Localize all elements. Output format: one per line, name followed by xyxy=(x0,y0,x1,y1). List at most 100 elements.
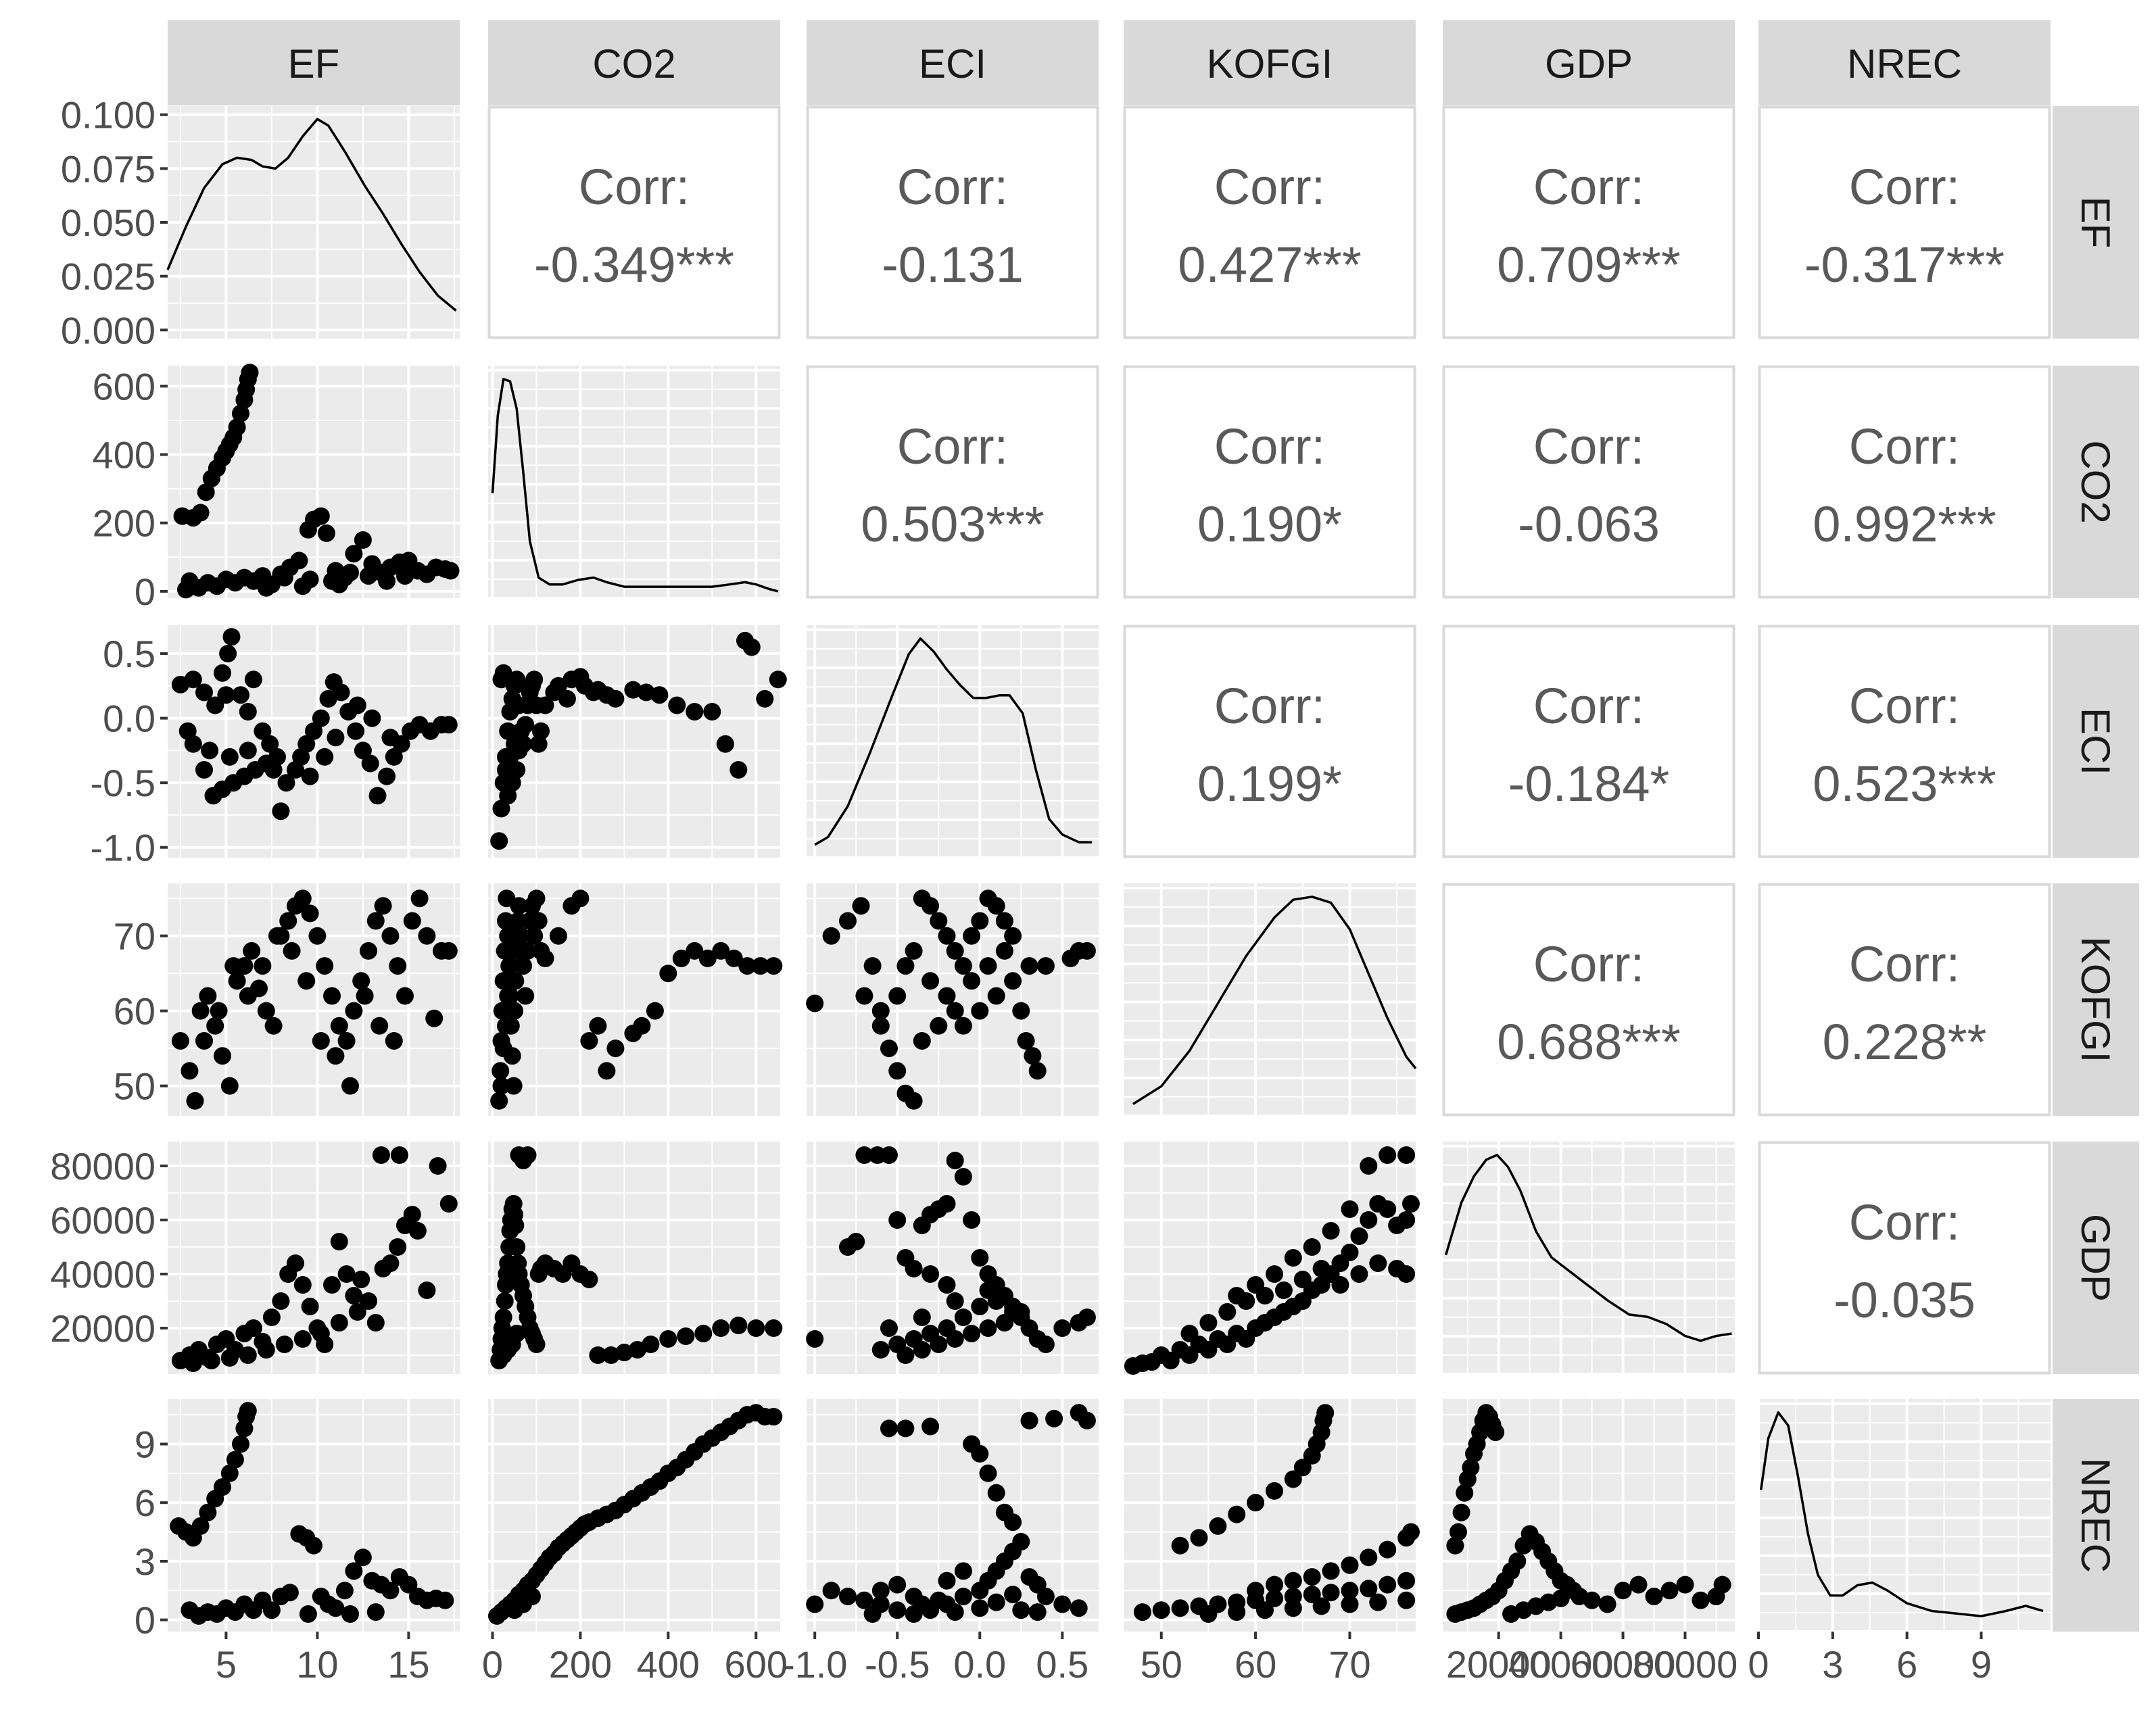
scatter-point xyxy=(372,1146,390,1164)
panel-gdp-eci xyxy=(806,1142,1099,1374)
scatter-point xyxy=(1237,1292,1255,1310)
corr-panel-bg xyxy=(1758,883,2051,1117)
scatter-point xyxy=(390,1146,408,1164)
scatter-point xyxy=(896,1419,915,1438)
strip-top-gdp xyxy=(1443,20,1735,105)
scatter-point xyxy=(503,927,521,945)
scatter-point xyxy=(1284,1249,1302,1267)
scatter-point xyxy=(504,1077,523,1095)
panel-kofgi-ef xyxy=(168,883,460,1116)
x-tick-label: 400 xyxy=(637,1643,700,1686)
scatter-point xyxy=(1293,1459,1312,1477)
scatter-point xyxy=(1209,1517,1227,1535)
scatter-point xyxy=(545,683,563,702)
corr-panel-bg xyxy=(1442,883,1735,1117)
scatter-point xyxy=(341,564,359,582)
scatter-point xyxy=(1446,1536,1464,1555)
panel-gdp-gdp xyxy=(1443,1142,1735,1375)
scatter-point xyxy=(888,1575,907,1594)
scatter-point xyxy=(352,1271,370,1288)
scatter-point xyxy=(677,1327,695,1345)
scatter-point xyxy=(1660,1582,1679,1600)
scatter-point xyxy=(244,670,262,689)
scatter-point xyxy=(506,1002,523,1020)
corr-value: -0.063 xyxy=(1518,496,1660,552)
scatter-point xyxy=(337,1265,356,1283)
scatter-point xyxy=(224,957,243,975)
scatter-point xyxy=(1024,1047,1042,1065)
x-tick-label: -1.0 xyxy=(782,1643,848,1686)
panel-ef-gdp: Corr: 0.709*** xyxy=(1442,105,1735,339)
scatter-point xyxy=(1583,1591,1601,1609)
scatter-point xyxy=(921,1265,940,1283)
scatter-point xyxy=(712,942,730,960)
scatter-point xyxy=(261,735,279,753)
scatter-point xyxy=(264,761,283,779)
panel-bg xyxy=(1124,883,1416,1116)
column-strips: EF CO2 ECI KOFGI GDP NREC xyxy=(168,20,2051,105)
scatter-point xyxy=(1012,1002,1030,1020)
scatter-point xyxy=(971,912,989,930)
scatter-point xyxy=(354,1548,372,1567)
scatter-point xyxy=(275,1336,293,1353)
scatter-point xyxy=(1350,1265,1368,1283)
scatter-point xyxy=(615,1344,633,1361)
bottom-axis-ticks: 5 10 15 0 200 400 600-1.0 -0.5 0.0 0.5 50 60 70 20000… xyxy=(216,1632,1992,1686)
corr-label: Corr: xyxy=(1849,936,1960,992)
scatter-point xyxy=(938,927,956,945)
scatter-point xyxy=(979,1319,997,1337)
scatter-point xyxy=(202,1352,220,1369)
scatter-point xyxy=(971,1444,989,1463)
scatter-point xyxy=(510,897,528,915)
scatter-point xyxy=(283,942,301,960)
scatter-point xyxy=(1020,1411,1038,1430)
panel-eci-ef xyxy=(168,625,460,858)
scatter-point xyxy=(228,972,246,990)
scatter-point xyxy=(852,897,870,915)
density-curve-nrec xyxy=(1759,1411,2044,1617)
scatter-point xyxy=(345,545,363,563)
scatter-point xyxy=(301,904,319,923)
scatter-point xyxy=(580,1271,598,1288)
corr-label: Corr: xyxy=(579,159,690,215)
scatter-point xyxy=(589,681,607,699)
scatter-point xyxy=(244,1601,262,1619)
scatter-point xyxy=(995,1314,1013,1332)
scatter-point xyxy=(971,1298,989,1315)
scatter-point xyxy=(341,1077,359,1095)
scatter-point xyxy=(178,722,197,740)
panel-kofgi-eci xyxy=(806,883,1099,1116)
scatter-point xyxy=(312,1032,330,1050)
scatter-point xyxy=(946,1292,964,1310)
scatter-point xyxy=(1053,1319,1072,1337)
scatter-point xyxy=(1274,1281,1293,1299)
corr-label: Corr: xyxy=(1849,678,1960,734)
scatter-point xyxy=(366,912,385,930)
scatter-point xyxy=(1247,1582,1265,1600)
scatter-point xyxy=(327,1047,345,1065)
scatter-point xyxy=(1614,1582,1632,1600)
scatter-point xyxy=(257,579,275,597)
scatter-point xyxy=(525,927,544,945)
strip-right-kofgi xyxy=(2053,883,2139,1116)
row-strips: EF CO2 ECI KOFGI GDP NREC xyxy=(2053,106,2139,1632)
panel-co2-eci: Corr: 0.503*** xyxy=(806,365,1099,599)
scatter-point xyxy=(995,942,1013,960)
scatter-point xyxy=(913,1032,931,1050)
strip-right-nrec xyxy=(2053,1399,2139,1632)
panel-co2-nrec: Corr: 0.992*** xyxy=(1758,365,2051,599)
scatter-point xyxy=(241,364,259,382)
scatter-point xyxy=(1598,1595,1616,1613)
scatter-point xyxy=(971,1599,989,1617)
scatter-point xyxy=(602,1346,620,1364)
strip-right-label-gdp: GDP xyxy=(2073,1214,2118,1302)
scatter-point xyxy=(1133,1603,1151,1621)
corr-label: Corr: xyxy=(897,418,1008,474)
scatter-point xyxy=(628,1341,646,1359)
x-tick-label: 0.0 xyxy=(953,1643,1006,1686)
strip-top-kofgi xyxy=(1124,20,1416,105)
scatter-point xyxy=(1369,1254,1387,1272)
scatter-point xyxy=(368,787,387,805)
scatter-point xyxy=(1053,1595,1072,1613)
y-tick-label: 6 xyxy=(135,1482,155,1524)
